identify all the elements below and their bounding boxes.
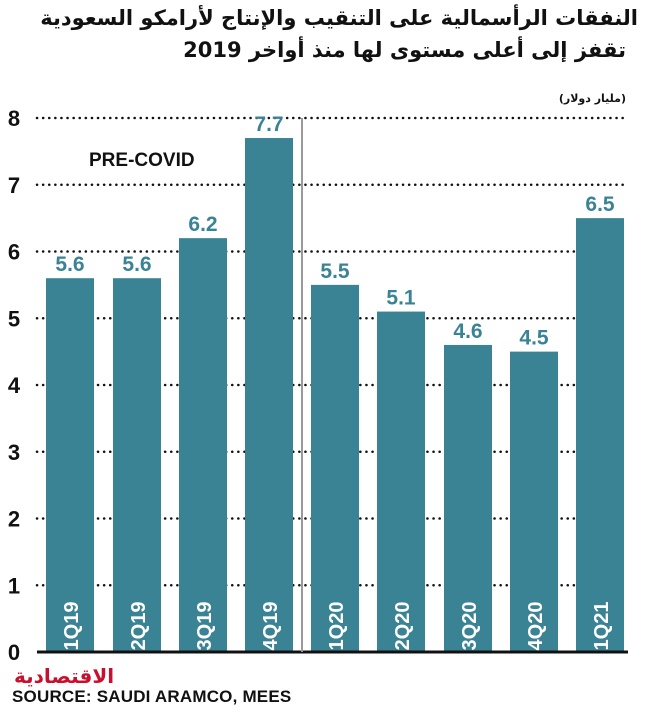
x-tick-label: 1Q20 [326, 602, 348, 651]
data-label: 4.6 [453, 320, 482, 343]
data-label: 6.5 [585, 193, 615, 216]
bar-2Q19 [113, 278, 161, 651]
x-tick-label: 4Q19 [260, 602, 282, 651]
data-label: 4.5 [519, 327, 549, 350]
source-note: SOURCE: SAUDI ARAMCO, MEES [12, 687, 292, 706]
y-tick-label: 0 [8, 640, 20, 665]
bar-3Q20 [444, 344, 492, 651]
x-tick-label: 3Q19 [194, 602, 216, 651]
y-tick-label: 3 [8, 440, 20, 465]
pre-covid-annotation: PRE-COVID [89, 150, 195, 171]
y-tick-label: 4 [8, 373, 21, 398]
x-tick-label: 1Q21 [591, 602, 613, 651]
bar-3Q19 [179, 238, 227, 651]
data-label: 5.6 [122, 253, 151, 276]
bar-1Q21 [576, 218, 624, 651]
y-tick-label: 5 [8, 306, 20, 331]
bar-2Q20 [377, 311, 425, 651]
title-line-2: تقفز إلى أعلى مستوى لها منذ أواخر 2019 [183, 38, 626, 62]
chart-title: النفقات الرأسمالية على التنقيب والإنتاج … [18, 2, 638, 66]
y-tick-label: 8 [8, 106, 20, 131]
x-tick-label: 2Q20 [392, 602, 414, 651]
y-tick-label: 2 [8, 507, 20, 532]
bar-4Q20 [510, 351, 558, 651]
x-tick-label: 2Q19 [128, 602, 150, 651]
y-tick-label: 1 [8, 573, 20, 598]
x-tick-label: 1Q19 [61, 602, 83, 651]
data-label: 5.5 [320, 260, 350, 283]
unit-label: (مليار دولار) [558, 92, 626, 105]
data-label: 5.6 [55, 253, 84, 276]
data-label: 5.1 [386, 287, 416, 310]
x-tick-label: 4Q20 [525, 602, 547, 651]
y-tick-label: 7 [8, 173, 20, 198]
x-tick-label: 3Q20 [459, 602, 481, 651]
data-label: 6.2 [188, 213, 217, 236]
bar-1Q20 [311, 284, 359, 651]
publisher-logo: الاقتصادية [14, 664, 115, 688]
bar-4Q19 [245, 138, 293, 651]
data-label: 7.7 [254, 113, 283, 136]
y-tick-label: 6 [8, 240, 20, 265]
title-line-1: النفقات الرأسمالية على التنقيب والإنتاج … [40, 6, 638, 30]
bar-1Q19 [46, 278, 94, 651]
